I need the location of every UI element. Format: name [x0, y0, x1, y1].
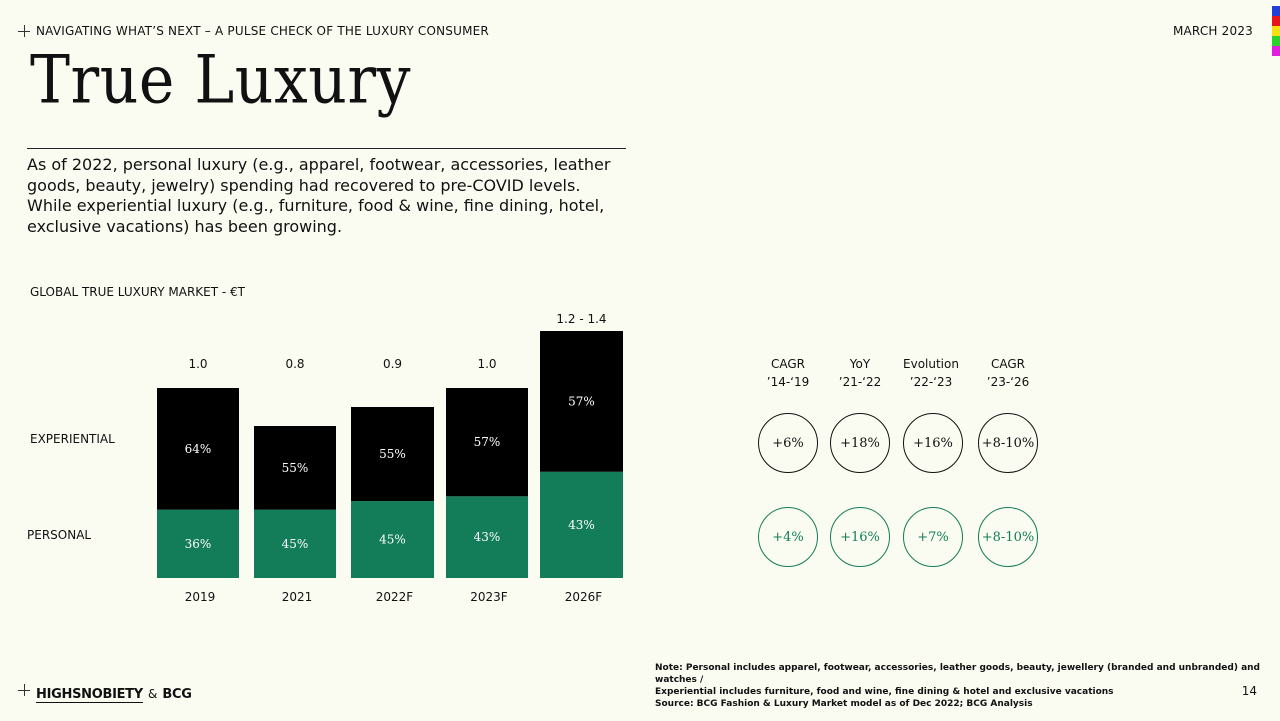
row-label-experiential: EXPERIENTIAL	[30, 432, 115, 446]
data-label-experiential: 57%	[474, 435, 501, 449]
col-head-evolution-22-23: Evolution ’22-‘23	[903, 357, 959, 389]
bar-total-label: 0.8	[285, 357, 304, 371]
x-tick-label: 2019	[185, 590, 216, 604]
experiential-growth-circle: +8-10%	[978, 413, 1038, 473]
page-title: True Luxury	[30, 42, 411, 119]
bar-segment-experiential	[254, 426, 336, 510]
bar-segment-personal	[540, 471, 623, 578]
data-label-experiential: 57%	[568, 394, 595, 408]
plus-icon	[18, 25, 30, 37]
note-line-1: Note: Personal includes apparel, footwea…	[655, 663, 1260, 685]
note-line-2: Experiential includes furniture, food an…	[655, 687, 1114, 697]
personal-growth-circle: +7%	[903, 507, 963, 567]
bar-segment-experiential	[351, 407, 434, 502]
data-label-personal: 43%	[474, 530, 501, 544]
personal-growth-circle: +4%	[758, 507, 818, 567]
experiential-growth-circle: +6%	[758, 413, 818, 473]
experiential-growth-circle: +18%	[830, 413, 890, 473]
color-strip	[1272, 6, 1280, 56]
bar-segment-experiential	[446, 388, 528, 497]
brand-logos: HIGHSNOBIETY & BCG	[36, 683, 192, 703]
bcg-logo: BCG	[162, 687, 192, 702]
bar-segment-personal	[157, 509, 239, 578]
bar-total-label: 0.9	[383, 357, 402, 371]
highsnobiety-logo: HIGHSNOBIETY	[36, 687, 143, 703]
x-tick-label: 2026F	[565, 590, 603, 604]
chart-title: GLOBAL TRUE LUXURY MARKET - €T	[30, 285, 245, 299]
bar-total-label: 1.0	[188, 357, 207, 371]
date-label: MARCH 2023	[1172, 24, 1253, 38]
col-head-cagr-14-19: CAGR ’14-‘19	[766, 357, 810, 389]
page-number: 14	[1241, 684, 1257, 698]
bar-segment-experiential	[157, 388, 239, 510]
experiential-growth-circle: +16%	[903, 413, 963, 473]
x-tick-label: 2023F	[470, 590, 508, 604]
title-divider	[27, 148, 626, 149]
bar-total-label: 1.0	[477, 357, 496, 371]
data-label-personal: 36%	[185, 537, 212, 551]
intro-paragraph: As of 2022, personal luxury (e.g., appar…	[27, 155, 611, 236]
data-label-personal: 43%	[568, 518, 595, 532]
bar-total-label: 1.2 - 1.4	[556, 312, 606, 326]
data-label-experiential: 64%	[185, 442, 212, 456]
bar-segment-personal	[446, 496, 528, 578]
row-label-personal: PERSONAL	[27, 528, 92, 542]
source-line: Source: BCG Fashion & Luxury Market mode…	[655, 699, 1033, 709]
col-head-cagr-23-26: CAGR ’23-‘26	[986, 357, 1030, 389]
brand-ampersand: &	[147, 687, 158, 701]
x-tick-label: 2022F	[376, 590, 414, 604]
data-label-experiential: 55%	[282, 461, 309, 475]
data-label-personal: 45%	[379, 533, 406, 547]
x-tick-label: 2021	[282, 590, 313, 604]
col-head-yoy-21-22: YoY ’21-‘22	[838, 357, 882, 389]
footnote: Note: Personal includes apparel, footwea…	[655, 662, 1280, 710]
bar-segment-experiential	[540, 331, 623, 472]
bar-segment-personal	[254, 509, 336, 578]
breadcrumb: NAVIGATING WHAT’S NEXT – A PULSE CHECK O…	[36, 24, 489, 38]
data-label-experiential: 55%	[379, 447, 406, 461]
data-label-personal: 45%	[282, 537, 309, 551]
personal-growth-circle: +8-10%	[978, 507, 1038, 567]
personal-growth-circle: +16%	[830, 507, 890, 567]
plus-icon	[18, 684, 30, 696]
bar-segment-personal	[351, 501, 434, 578]
stacked-bar-chart: 36% 64% 1.0 2019 45% 55% 0.8 2021 45% 55% 0.9 2022F…	[157, 312, 623, 604]
